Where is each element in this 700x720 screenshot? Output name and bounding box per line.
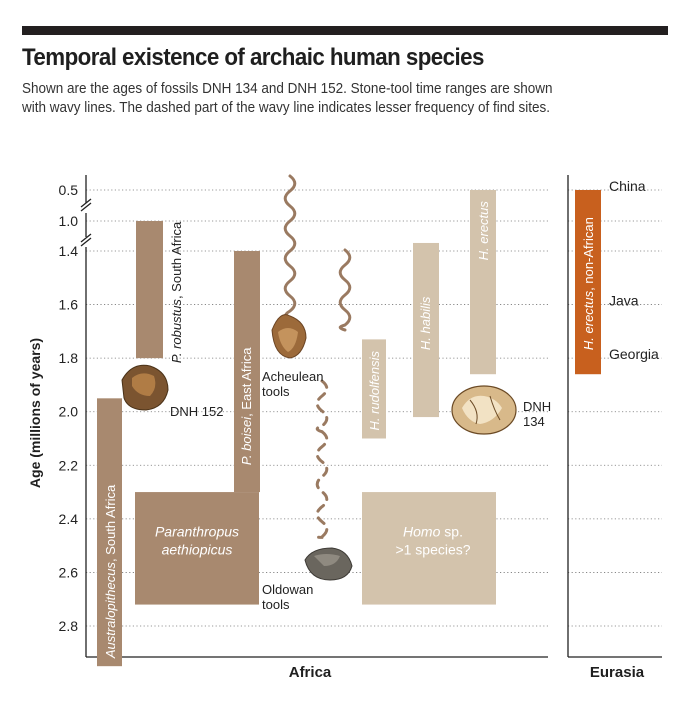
y-tick-label: 1.0	[59, 213, 79, 229]
tool-line-acheulean	[283, 174, 297, 324]
eurasia-site-java: Java	[609, 293, 639, 309]
axis-break-mark	[80, 198, 92, 208]
tool-line-acheulean-lower	[338, 248, 352, 332]
species-bar-h-habilis	[413, 242, 439, 418]
species-label-paranthropus-aethiopicus-line2: aethiopicus	[162, 541, 233, 557]
species-bar-homo-sp-1-species	[362, 492, 496, 605]
species-label-paranthropus-aethiopicus-line1: Paranthropus	[155, 523, 239, 539]
species-label-h-erectus-non-african: H. erectus, non-African	[581, 217, 596, 350]
axis-break-mark	[80, 233, 92, 243]
region-label-eurasia: Eurasia	[590, 664, 645, 681]
acheulean-handaxe-highlight	[278, 328, 298, 352]
species-label-h-erectus: H. erectus	[476, 201, 491, 261]
species-bar-h-erectus	[470, 190, 496, 375]
species-label-homo-italic: Homo	[403, 523, 441, 539]
species-label-h-erectus-non-african-part-1: , non-African	[581, 217, 596, 291]
y-tick-label: 1.8	[59, 350, 79, 366]
region-label-africa: Africa	[289, 664, 332, 681]
species-label-homo-sp-1-species-line1: Homo sp.	[403, 523, 463, 539]
oldowan-chopper-highlight	[314, 554, 340, 566]
axis-break-mark	[80, 237, 92, 247]
species-bar-paranthropus-aethiopicus	[135, 492, 259, 605]
species-label-australopithecus-south-africa-part-1: , South Africa	[103, 484, 118, 562]
eurasia-site-china: China	[609, 178, 646, 194]
y-tick-label: 2.4	[59, 511, 79, 527]
species-label-p-robustus-south-africa: P. robustus, South Africa	[169, 221, 184, 363]
species-bar-australopithecus-south-africa	[97, 398, 122, 667]
tool-line-oldowan-dashed-lower	[315, 430, 329, 539]
y-tick-label: 2.8	[59, 618, 79, 634]
species-label-p-boisei-east-africa-part-0: P. boisei	[239, 416, 254, 465]
tool-label-oldowan-line2: tools	[262, 597, 290, 612]
axis-break-mark	[80, 202, 92, 212]
species-label-homo-sp: sp.	[440, 523, 463, 539]
y-tick-label: 1.6	[59, 297, 79, 313]
tool-label-oldowan-line1: Oldowan	[262, 582, 313, 597]
chart-subtitle: Shown are the ages of fossils DNH 134 an…	[22, 79, 652, 117]
species-label-p-robustus-south-africa-part-0: P. robustus	[169, 299, 184, 364]
subtitle-line-2: with wavy lines. The dashed part of the …	[22, 99, 551, 116]
fossil-label-dnh152: DNH 152	[170, 404, 223, 419]
species-bar-h-rudolfensis	[362, 339, 386, 439]
species-label-h-habilis: H. habilis	[418, 296, 433, 350]
subtitle-line-1: Shown are the ages of fossils DNH 134 an…	[22, 80, 553, 97]
tool-label-acheulean-line2: tools	[262, 384, 290, 399]
species-label-homo-sp-1-species-line2: >1 species?	[395, 541, 470, 557]
y-tick-label: 2.0	[59, 404, 79, 420]
species-label-australopithecus-south-africa: Australopithecus, South Africa	[103, 484, 118, 659]
y-tick-label: 1.4	[59, 243, 79, 259]
species-label-h-rudolfensis: H. rudolfensis	[367, 351, 382, 431]
eurasia-site-georgia: Georgia	[609, 346, 659, 362]
tool-line-oldowan-dashed	[315, 379, 329, 434]
y-tick-label: 2.2	[59, 457, 79, 473]
species-label-p-robustus-south-africa-part-1: , South Africa	[169, 221, 184, 299]
species-bar-h-erectus-non-african	[575, 190, 601, 375]
species-bar-p-boisei-east-africa	[234, 251, 260, 493]
species-label-australopithecus-south-africa-part-0: Australopithecus	[103, 562, 118, 660]
y-tick-label: 2.6	[59, 564, 79, 580]
species-label-h-erectus-non-african-part-0: H. erectus	[581, 290, 596, 350]
fossil-label-dnh134-line2: 134	[523, 414, 545, 429]
y-axis-title: Age (millions of years)	[27, 338, 43, 488]
title-rule	[22, 26, 668, 35]
fossil-label-dnh134-line1: DNH	[523, 399, 551, 414]
species-bar-p-robustus-south-africa	[136, 221, 163, 359]
dnh134-skull-cracks	[469, 395, 501, 425]
tool-label-acheulean-line1: Acheulean	[262, 369, 323, 384]
chart-title: Temporal existence of archaic human spec…	[22, 44, 484, 71]
species-label-p-boisei-east-africa-part-1: , East Africa	[239, 347, 254, 417]
dnh152-skull-highlight	[132, 373, 156, 396]
species-label-p-boisei-east-africa: P. boisei, East Africa	[239, 347, 254, 465]
y-tick-label: 0.5	[59, 182, 79, 198]
